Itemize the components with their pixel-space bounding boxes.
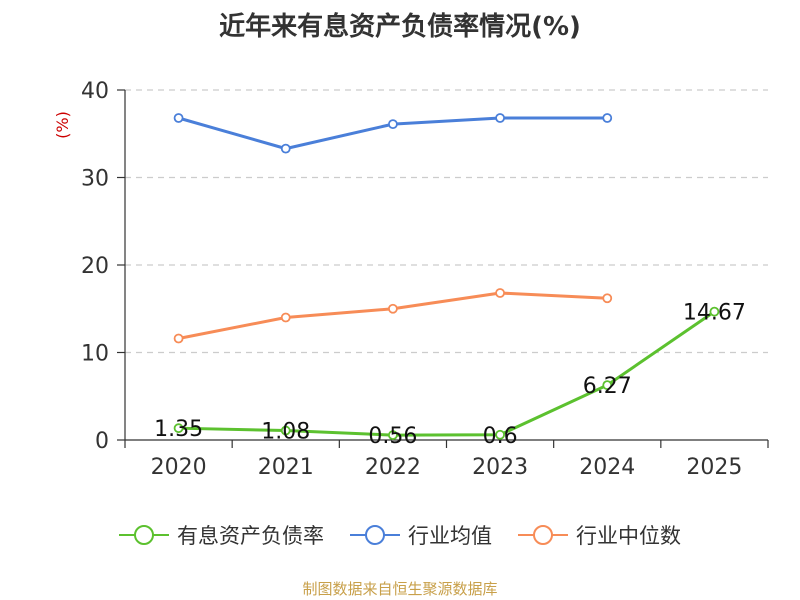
legend-label: 行业中位数 bbox=[576, 524, 681, 548]
x-tick-label: 2025 bbox=[686, 455, 742, 480]
legend-label: 有息资产负债率 bbox=[177, 524, 324, 548]
x-tick-label: 2021 bbox=[258, 455, 314, 480]
x-tick-label: 2023 bbox=[472, 455, 528, 480]
y-tick-label: 30 bbox=[81, 167, 109, 192]
data-label: 0.6 bbox=[483, 424, 518, 449]
data-label: 6.27 bbox=[583, 374, 632, 399]
data-label: 1.08 bbox=[261, 420, 310, 445]
legend-marker bbox=[350, 523, 400, 547]
legend-item-2: 行业中位数 bbox=[518, 520, 681, 550]
x-tick-label: 2024 bbox=[579, 455, 635, 480]
legend-item-0: 有息资产负债率 bbox=[119, 520, 324, 550]
data-point bbox=[280, 143, 291, 154]
series-line-2 bbox=[178, 291, 608, 340]
data-point bbox=[709, 306, 720, 317]
data-point bbox=[602, 293, 613, 304]
legend-marker bbox=[119, 523, 169, 547]
chart-legend: 有息资产负债率 行业均值 行业中位数 bbox=[0, 520, 800, 550]
y-tick-label: 20 bbox=[81, 254, 109, 279]
data-point bbox=[173, 113, 184, 123]
legend-label: 行业均值 bbox=[408, 524, 492, 548]
data-point bbox=[388, 303, 398, 314]
y-tick-label: 0 bbox=[95, 429, 109, 454]
y-tick-label: 40 bbox=[81, 79, 109, 104]
series-line-0 bbox=[178, 310, 716, 437]
data-point bbox=[280, 312, 291, 323]
data-point bbox=[280, 425, 291, 436]
data-label: 14.67 bbox=[683, 301, 746, 326]
data-point bbox=[388, 119, 398, 130]
x-tick-label: 2020 bbox=[151, 455, 207, 480]
legend-marker bbox=[518, 523, 568, 547]
y-axis-label: (%) bbox=[53, 111, 72, 139]
legend-item-1: 行业均值 bbox=[350, 520, 492, 550]
data-point bbox=[173, 423, 184, 434]
x-tick-label: 2022 bbox=[365, 455, 421, 480]
data-point bbox=[495, 113, 505, 123]
data-point bbox=[173, 333, 184, 344]
data-point bbox=[495, 288, 505, 298]
data-label: 0.56 bbox=[368, 424, 417, 449]
data-point bbox=[602, 113, 613, 123]
data-label: 1.35 bbox=[154, 417, 203, 442]
y-tick-label: 10 bbox=[81, 342, 109, 367]
data-point bbox=[388, 430, 398, 441]
data-point bbox=[495, 429, 505, 440]
chart-title: 近年来有息资产负债率情况(%) bbox=[219, 12, 581, 42]
data-source: 制图数据来自恒生聚源数据库 bbox=[302, 580, 498, 598]
data-point bbox=[602, 380, 613, 391]
